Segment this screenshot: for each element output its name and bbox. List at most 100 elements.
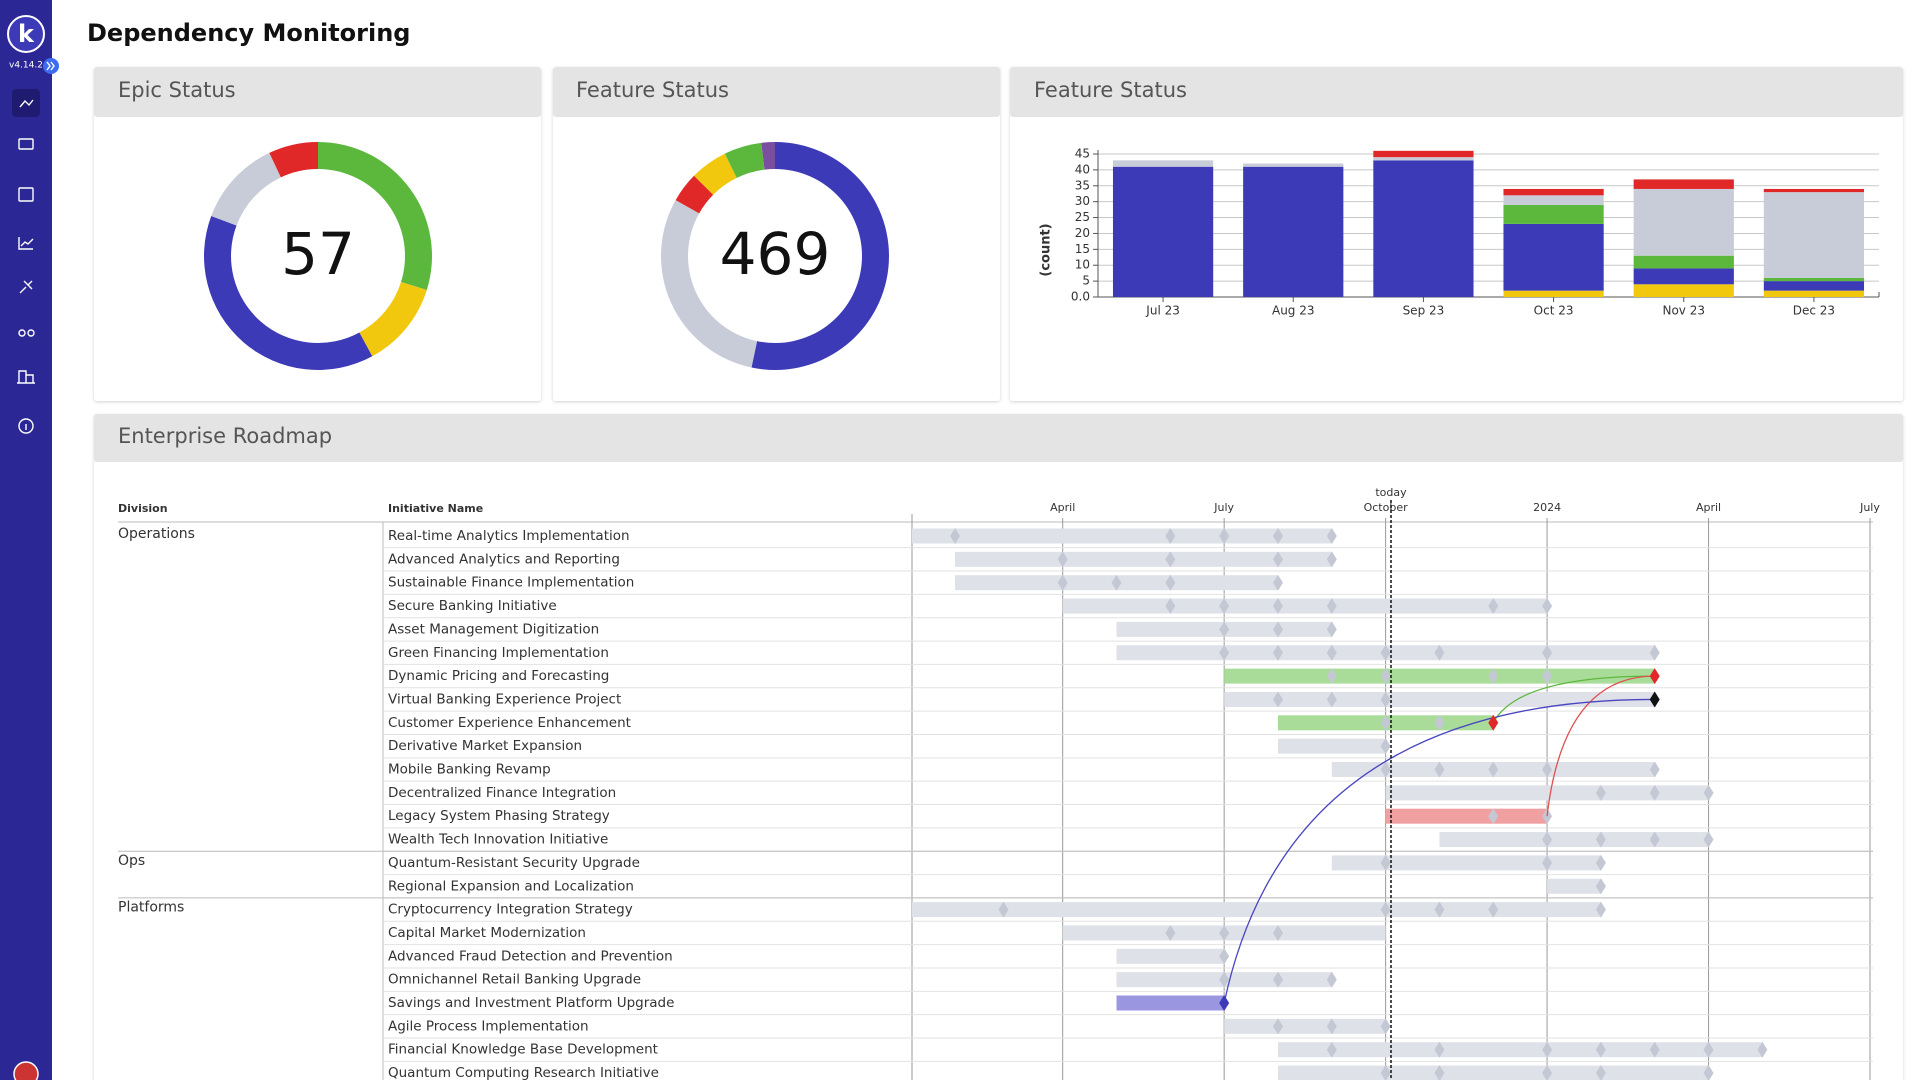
user-avatar[interactable] — [13, 1061, 39, 1080]
initiative-name: Green Financing Implementation — [388, 645, 609, 661]
bar-segment — [1373, 160, 1474, 297]
initiative-name: Cryptocurrency Integration Strategy — [388, 902, 633, 918]
donut-segment — [675, 175, 714, 214]
milestone — [1272, 644, 1283, 661]
nav-dependencies[interactable] — [19, 99, 34, 108]
milestone — [1542, 644, 1553, 661]
initiative-name: Virtual Banking Experience Project — [388, 691, 621, 707]
initiative-name: Sustainable Finance Implementation — [388, 575, 634, 591]
expand-icon — [46, 61, 55, 71]
milestone — [1380, 668, 1391, 685]
nav-reports[interactable] — [18, 237, 34, 250]
bar-segment — [1633, 179, 1734, 189]
milestone — [1757, 1041, 1768, 1058]
milestone — [1595, 901, 1606, 918]
milestone — [1165, 574, 1176, 591]
milestone — [1542, 1041, 1553, 1058]
milestone — [1326, 644, 1337, 661]
donut-total: 469 — [720, 220, 831, 288]
milestone — [1326, 668, 1337, 685]
bar-segment — [1633, 188, 1734, 256]
milestone — [1649, 784, 1660, 801]
initiative-bar — [1277, 1065, 1709, 1080]
bar-segment — [1373, 150, 1474, 158]
panel-title: Feature Status — [576, 78, 729, 102]
initiative-name: Advanced Analytics and Reporting — [388, 551, 620, 567]
initiative-bar — [1277, 738, 1386, 754]
donut-segment — [751, 142, 889, 370]
y-tick-label: 0.0 — [1071, 290, 1090, 304]
milestone — [1326, 1018, 1337, 1035]
milestone — [1434, 714, 1445, 731]
milestone — [1165, 551, 1176, 568]
milestone — [1326, 691, 1337, 708]
milestone — [1380, 644, 1391, 661]
milestone — [1219, 598, 1230, 615]
initiative-name: Customer Experience Enhancement — [388, 715, 631, 731]
version: v4.14.2 — [9, 61, 43, 71]
panel — [94, 67, 541, 401]
milestone — [1542, 668, 1553, 685]
timeline-label: October — [1364, 501, 1408, 514]
milestone — [998, 901, 1009, 918]
milestone — [1542, 831, 1553, 848]
y-tick-label: 5 — [1082, 274, 1090, 288]
milestone — [1595, 1065, 1606, 1080]
initiative-bar — [1385, 785, 1709, 801]
donut-total: 57 — [281, 220, 355, 288]
milestone — [1488, 808, 1499, 825]
donut-segment — [359, 281, 427, 357]
timeline-label: April — [1696, 501, 1721, 514]
initiative-name: Quantum Computing Research Initiative — [388, 1065, 659, 1080]
initiative-name: Derivative Market Expansion — [388, 738, 582, 754]
column-header: Division — [118, 502, 168, 515]
milestone — [1272, 1018, 1283, 1035]
milestone — [1272, 551, 1283, 568]
milestone — [1326, 598, 1337, 615]
y-tick-label: 45 — [1075, 147, 1090, 161]
bar-segment — [1763, 188, 1865, 193]
nav-tools[interactable] — [19, 280, 33, 294]
milestone — [1380, 714, 1391, 731]
milestone — [1272, 971, 1283, 988]
initiative-name: Mobile Banking Revamp — [388, 762, 551, 778]
milestone — [1380, 738, 1391, 755]
dependency-link — [1546, 675, 1655, 817]
donut-segment — [203, 216, 373, 370]
milestone — [1649, 644, 1660, 661]
nav-calendar[interactable] — [18, 187, 34, 202]
nav-teams[interactable] — [18, 329, 26, 337]
donut-segment — [318, 142, 432, 291]
milestone — [1380, 901, 1391, 918]
division-label: Operations — [118, 526, 195, 542]
division-label: Platforms — [118, 900, 184, 916]
milestone — [1326, 621, 1337, 638]
donut-segment — [761, 142, 775, 170]
milestone — [1165, 598, 1176, 615]
timeline-label: July — [1859, 501, 1880, 514]
initiative-bar — [1224, 668, 1655, 684]
nav-portfolio[interactable] — [18, 138, 34, 150]
milestone — [1219, 528, 1230, 544]
nav-info[interactable] — [18, 418, 34, 434]
milestone — [1272, 528, 1283, 544]
expand-button[interactable] — [43, 58, 59, 74]
panel-header — [1010, 67, 1903, 117]
logo[interactable] — [7, 15, 45, 53]
initiative-name: Dynamic Pricing and Forecasting — [388, 668, 609, 684]
milestone — [1272, 621, 1283, 638]
initiative-name: Financial Knowledge Base Development — [388, 1042, 658, 1058]
dependency-link — [1223, 698, 1655, 1004]
initiative-name: Omnichannel Retail Banking Upgrade — [388, 972, 641, 988]
nav-org[interactable] — [17, 370, 35, 384]
milestone — [1595, 784, 1606, 801]
x-tick-label: Oct 23 — [1534, 304, 1574, 318]
initiative-name: Agile Process Implementation — [388, 1018, 589, 1034]
milestone — [1057, 551, 1068, 568]
initiative-name: Savings and Investment Platform Upgrade — [388, 995, 674, 1011]
milestone — [1326, 971, 1337, 988]
bar-segment — [1503, 204, 1604, 224]
milestone — [1380, 691, 1391, 708]
